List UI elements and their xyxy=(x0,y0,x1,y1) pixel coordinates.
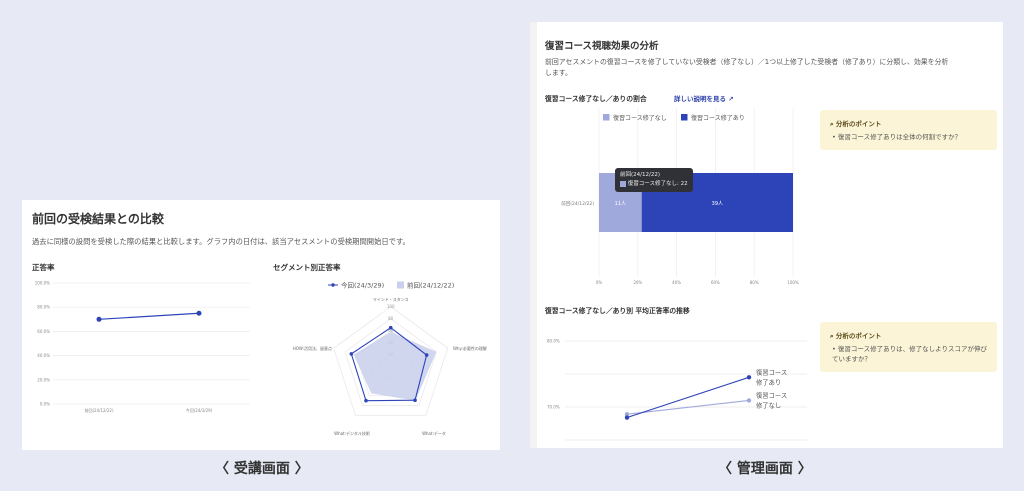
left-charts: 0.0% 20.0% 40.0% 60.0% 80.0% 100.0% 前回(24/12/2… xyxy=(35,281,487,437)
series-line xyxy=(626,376,750,419)
analysis-point-box-2: ⌕ 分析のポイント • 復習コース修了ありは、修了なしよりスコアが伸びていますか… xyxy=(820,322,997,372)
series-line-current xyxy=(350,327,428,402)
data-point xyxy=(624,412,630,417)
right-charts: 0% 20% 40% 60% 80% 100%前回(24/12/22) 11人 39人復習コー… xyxy=(547,108,807,441)
x-tick-label: 80% xyxy=(750,280,759,285)
panel-title: 前回の受検結果との比較 xyxy=(32,212,164,226)
detail-link[interactable]: 詳しい説明を見る ↗ xyxy=(674,93,734,103)
student-view-panel: 前回の受検結果との比較 過去に同様の設問を受検した際の結果と比較します。グラフ内… xyxy=(22,200,500,450)
axis-label: What:デジタル技術 xyxy=(334,430,370,436)
legend-label: 前回(24/12/22) xyxy=(407,281,454,290)
data-point xyxy=(196,310,202,316)
external-link-icon: ↗ xyxy=(728,95,734,103)
x-tick-label: 0% xyxy=(596,280,603,285)
legend-label: 今回(24/3/29) xyxy=(341,281,384,290)
analysis-point-title: ⌕ 分析のポイント xyxy=(830,120,882,128)
magnifier-icon: ⌕ xyxy=(830,332,834,340)
segment-chart-title: セグメント別正答率 xyxy=(273,263,341,272)
analysis-point-box: ⌕ 分析のポイント • 復習コース修了ありは全体の何割ですか？ xyxy=(820,110,997,150)
series-label: 修了あり xyxy=(756,377,781,386)
student-view-caption: 〈 受講画面 〉 xyxy=(215,461,309,477)
legend-swatch xyxy=(603,114,610,121)
accuracy-chart-title: 正答率 xyxy=(32,263,55,272)
data-label: 11人 xyxy=(615,201,626,207)
legend-swatch xyxy=(397,281,404,289)
panel-title: 復習コース視聴効果の分析 xyxy=(545,41,659,52)
legend-marker xyxy=(331,283,335,287)
radar-grid xyxy=(333,306,449,416)
data-point xyxy=(413,398,417,402)
data-point xyxy=(364,398,368,403)
scale-label: 100 xyxy=(387,304,395,309)
x-tick-label: 今回(24/3/29) xyxy=(186,407,213,413)
data-label: 39人 xyxy=(712,201,723,207)
magnifier-icon: ⌕ xyxy=(830,120,834,128)
series-label: 復習コース xyxy=(756,367,787,376)
admin-view-panel: 復習コース視聴効果の分析 前回アセスメントの復習コースを修了していない受検者（修… xyxy=(537,22,1003,448)
panel-description: 過去に同様の設問を受検した際の結果と比較します。グラフ内の日付は、該当アセスメン… xyxy=(32,237,410,246)
axis-label: マインド・スタンス xyxy=(373,296,409,302)
legend-label: 復習コース修了なし xyxy=(613,114,667,122)
legend-swatch xyxy=(681,114,688,121)
y-tick-label: 80.0% xyxy=(547,339,560,344)
chart-tooltip: 前回(24/12/22) 復習コース修了なし: 22 xyxy=(615,168,693,192)
scale-label: 80 xyxy=(388,316,394,321)
ratio-section-title: 復習コース修了なし／ありの割合 xyxy=(545,95,647,103)
axis-label: Why:必要性の理解 xyxy=(453,345,487,351)
axis-label: What:データ xyxy=(422,430,446,436)
y-tick-label: 60.0% xyxy=(37,329,50,334)
y-tick-label: 前回(24/12/22) xyxy=(561,200,594,207)
analysis-point-title: ⌕ 分析のポイント xyxy=(830,332,882,340)
series-line xyxy=(626,399,750,415)
radar-grid xyxy=(344,318,437,406)
x-tick-label: 前回(24/12/22) xyxy=(84,407,114,413)
scale-label: 60 xyxy=(388,328,394,333)
panel-description: 前回アセスメントの復習コースを修了していない受検者（修了なし）／1つ以上修了した… xyxy=(545,58,949,66)
series-area-previous xyxy=(353,331,437,401)
y-tick-label: 20.0% xyxy=(37,377,50,382)
legend-swatch xyxy=(620,180,626,187)
panel-description-cont: します。 xyxy=(545,69,572,77)
tooltip-title: 前回(24/12/22) xyxy=(620,172,660,178)
admin-view-caption: 〈 管理画面 〉 xyxy=(718,461,812,477)
data-point xyxy=(349,352,354,356)
trend-section-title: 復習コース修了なし／あり別 平均正答率の推移 xyxy=(545,307,690,315)
series-line xyxy=(98,312,200,320)
y-tick-label: 40.0% xyxy=(37,353,50,358)
x-tick-label: 20% xyxy=(633,280,642,285)
data-point xyxy=(96,316,102,322)
y-tick-label: 100.0% xyxy=(35,281,50,286)
y-tick-label: 0.0% xyxy=(40,402,50,407)
tooltip-item: 復習コース修了なし: 22 xyxy=(620,180,688,189)
data-point xyxy=(624,415,630,420)
analysis-point-item: • 復習コース修了ありは、修了なしよりスコアが伸びていますか？ xyxy=(832,345,987,363)
y-tick-label: 70.0% xyxy=(547,405,560,410)
detail-link-label: 詳しい説明を見る xyxy=(674,95,726,103)
data-point xyxy=(424,353,429,357)
x-tick-label: 40% xyxy=(672,280,681,285)
data-point xyxy=(388,325,393,330)
scrollbar-track[interactable] xyxy=(530,22,537,448)
axis-label: HOW:活用法、留意点 xyxy=(293,345,332,351)
legend-label: 復習コース修了あり xyxy=(691,114,745,122)
data-point xyxy=(746,375,752,380)
data-point xyxy=(746,398,752,403)
x-tick-label: 60% xyxy=(711,280,720,285)
analysis-point-item: • 復習コース修了ありは全体の何割ですか？ xyxy=(832,133,962,141)
series-label: 修了なし xyxy=(756,400,781,409)
y-tick-label: 80.0% xyxy=(37,305,50,310)
x-tick-label: 100% xyxy=(787,280,799,285)
series-label: 復習コース xyxy=(756,390,787,399)
